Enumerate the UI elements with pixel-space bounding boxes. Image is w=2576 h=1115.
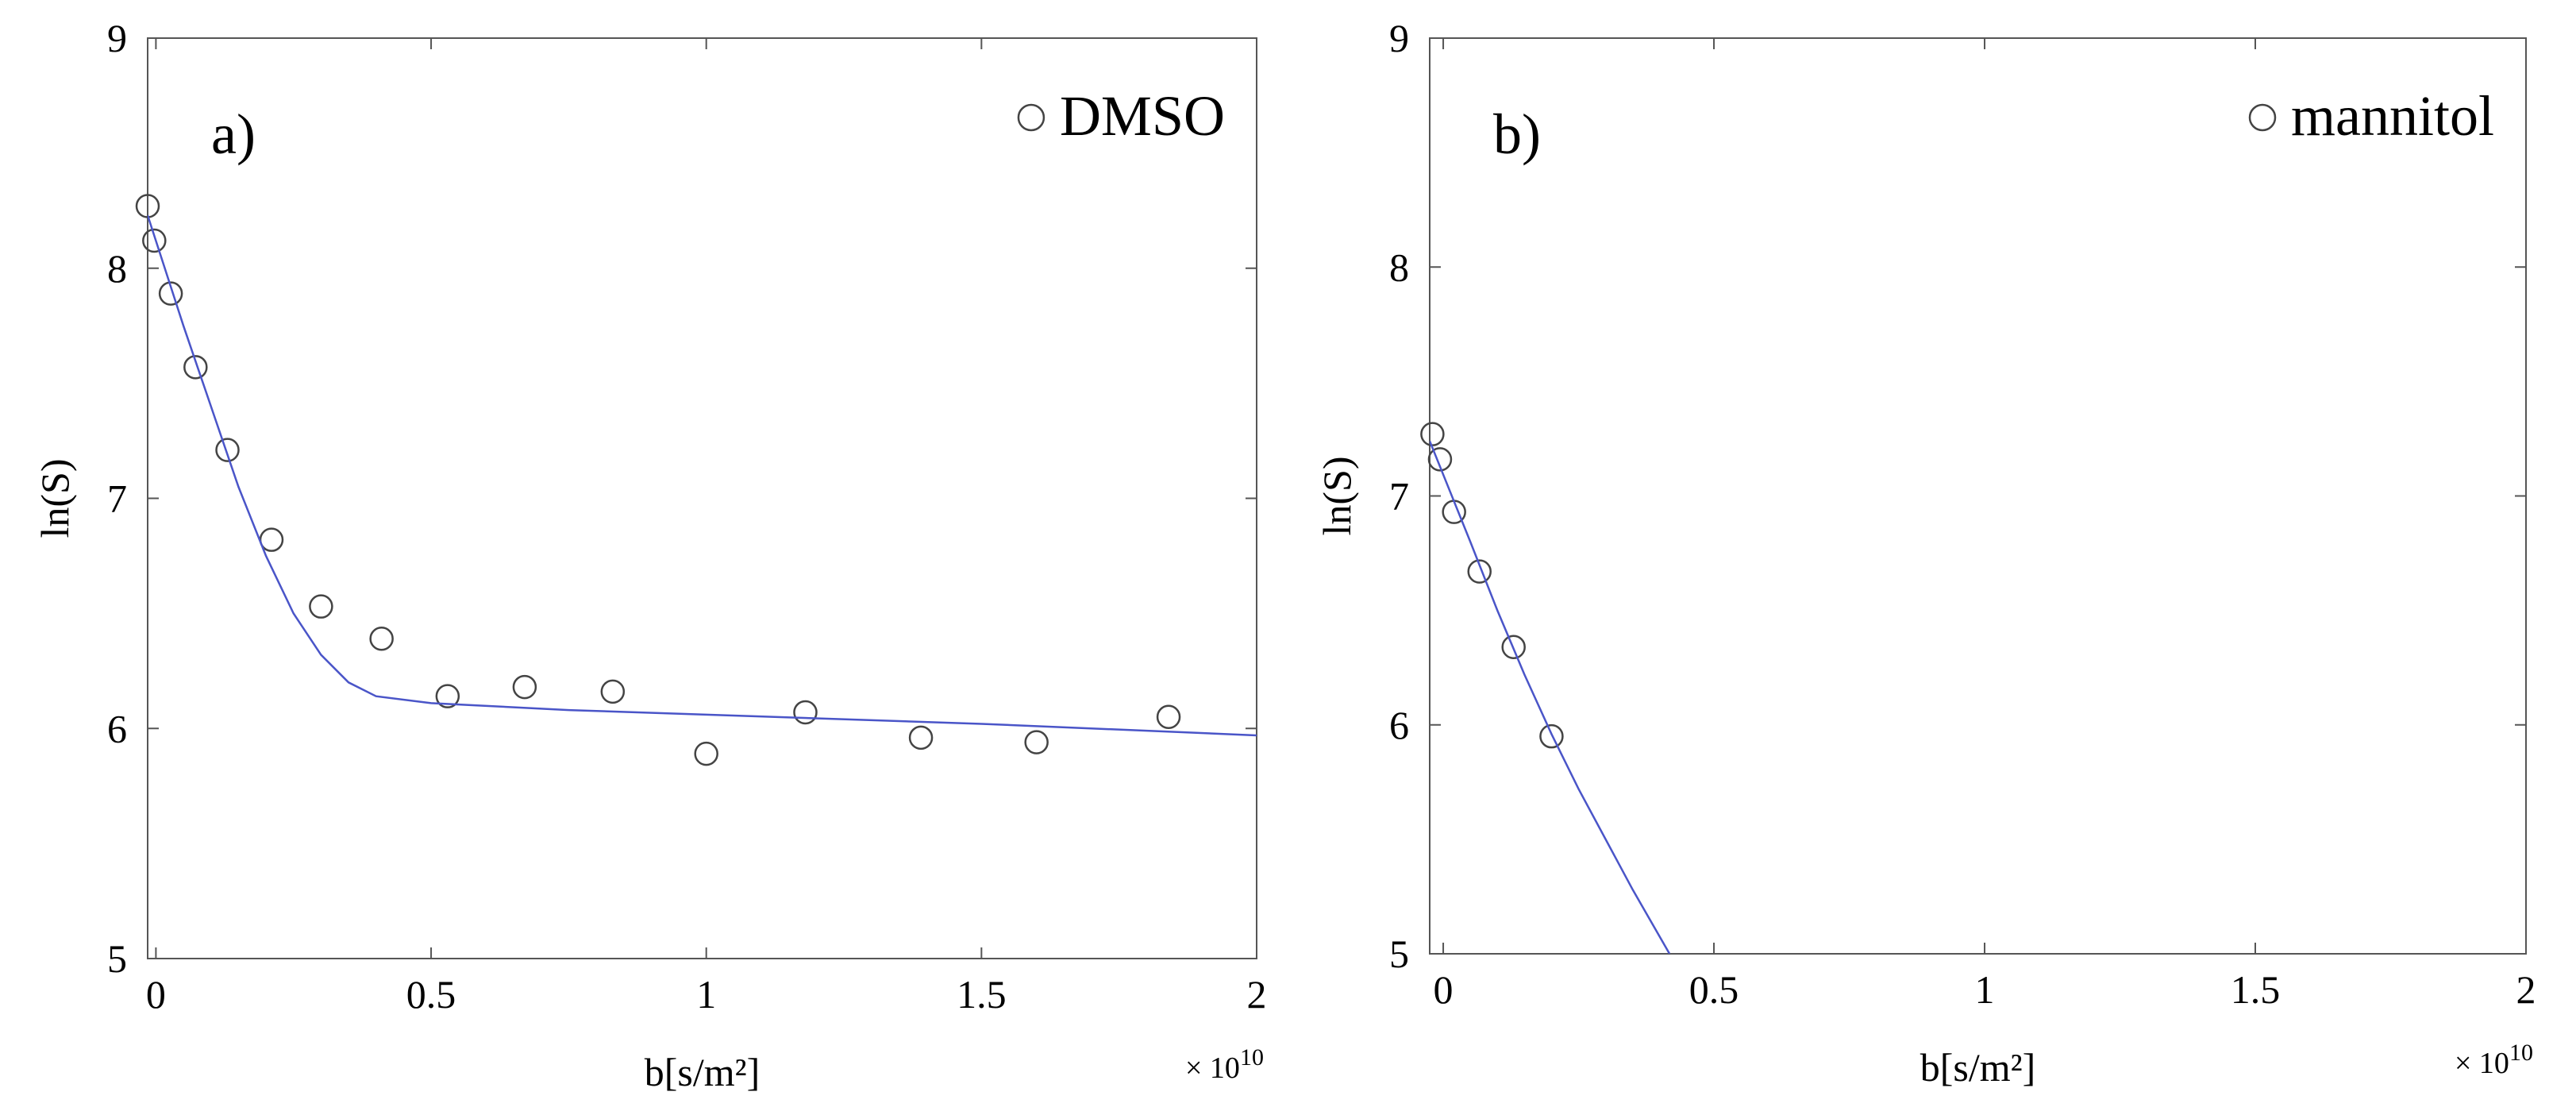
data-point xyxy=(908,725,934,750)
data-point xyxy=(183,355,208,380)
x-multiplier-base: × 10 xyxy=(1185,1051,1240,1085)
data-point xyxy=(309,594,333,619)
data-point xyxy=(142,228,167,253)
legend-label: mannitol xyxy=(2291,84,2494,148)
data-point xyxy=(1539,723,1564,749)
data-point xyxy=(512,674,537,700)
data-point xyxy=(793,700,818,725)
y-tick-label: 6 xyxy=(1389,703,1409,747)
y-tick-label: 5 xyxy=(1389,932,1409,976)
x-tick-label: 1.5 xyxy=(2231,967,2281,1012)
x-multiplier-exponent: 10 xyxy=(1240,1044,1264,1071)
fit-line xyxy=(148,214,1257,737)
x-tick-label: 0.5 xyxy=(1689,967,1739,1012)
panel-annotation: b) xyxy=(1493,102,1541,166)
x-tick-label: 1 xyxy=(1975,967,1995,1012)
y-tick-label: 8 xyxy=(1389,245,1409,289)
data-point xyxy=(1427,447,1453,472)
y-tick-label: 6 xyxy=(107,706,127,750)
data-point xyxy=(215,438,240,462)
data-point xyxy=(1156,704,1181,730)
y-tick-label: 8 xyxy=(107,246,127,291)
legend-marker xyxy=(1017,103,1045,132)
y-tick-label: 9 xyxy=(1389,16,1409,60)
x-tick-label: 1 xyxy=(696,972,716,1017)
x-multiplier-base: × 10 xyxy=(2455,1047,2509,1080)
x-multiplier-exponent: 10 xyxy=(2509,1040,2533,1066)
data-point xyxy=(435,684,460,708)
legend-marker xyxy=(2248,103,2277,132)
data-point xyxy=(1420,422,1445,446)
x-axis-label: b[s/m²] xyxy=(645,1050,760,1094)
data-point xyxy=(600,679,626,704)
fit-line xyxy=(1430,440,1671,954)
plot-frame xyxy=(147,37,1257,959)
legend-label: DMSO xyxy=(1060,84,1225,148)
x-tick-label: 0 xyxy=(1434,967,1454,1012)
y-axis-label: ln(S) xyxy=(33,459,77,538)
x-axis-label: b[s/m²] xyxy=(1920,1045,2036,1090)
panel-annotation: a) xyxy=(211,102,256,166)
data-point xyxy=(694,741,718,766)
data-point xyxy=(369,626,394,651)
data-point xyxy=(1501,635,1526,659)
x-tick-label: 0.5 xyxy=(406,972,456,1017)
x-multiplier: × 1010 xyxy=(1185,1044,1264,1085)
panel: 5 6 7 8 9 0 0.5 1 1.5 2 b[s/m²] ln(S) × 1010 b) mannit… xyxy=(1315,16,2536,1090)
y-axis-label: ln(S) xyxy=(1315,457,1359,536)
x-tick-label: 0 xyxy=(146,972,166,1017)
y-tick-label: 7 xyxy=(107,476,127,521)
panel: 5 6 7 8 9 0 0.5 1 1.5 2 b[s/m²] ln(S) × 1010 a) DMSO xyxy=(33,16,1267,1094)
x-tick-label: 1.5 xyxy=(957,972,1007,1017)
data-point xyxy=(1024,730,1049,754)
data-point xyxy=(158,281,183,306)
y-tick-label: 7 xyxy=(1389,474,1409,519)
x-tick-label: 2 xyxy=(2516,967,2536,1012)
x-multiplier: × 1010 xyxy=(2455,1040,2533,1080)
data-point xyxy=(1467,559,1492,584)
y-tick-label: 5 xyxy=(107,936,127,981)
x-tick-label: 2 xyxy=(1247,972,1267,1017)
y-tick-label: 9 xyxy=(107,16,127,60)
